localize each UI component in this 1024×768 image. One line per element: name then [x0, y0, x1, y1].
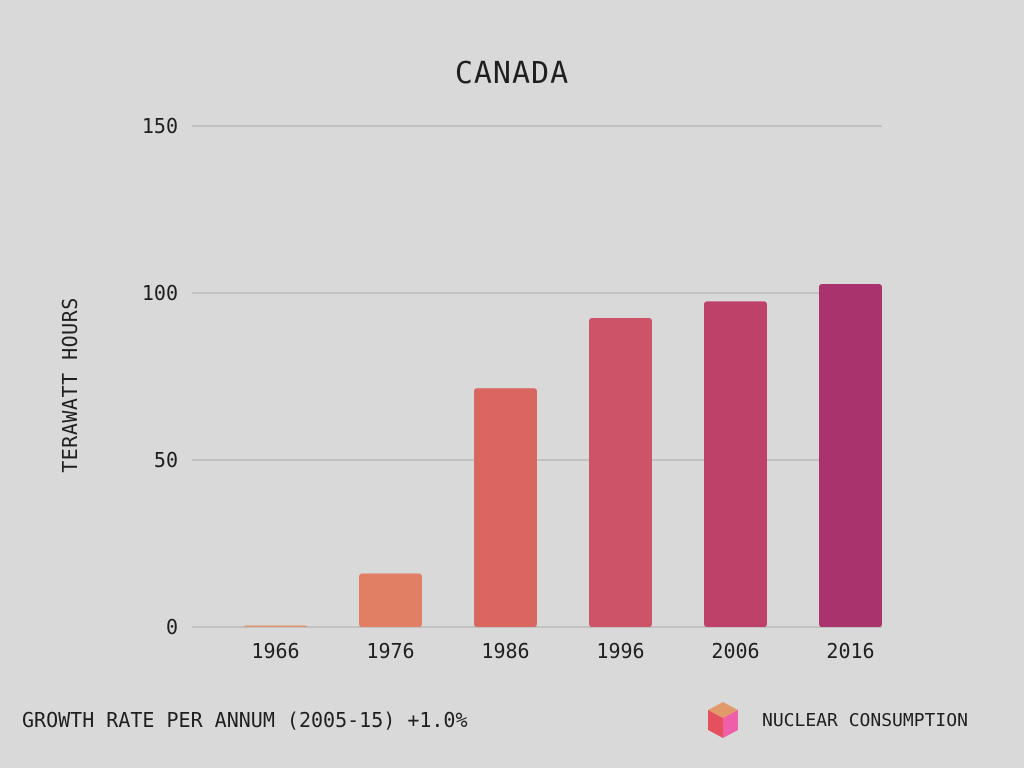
x-tick-label: 2006: [711, 639, 759, 663]
legend: NUCLEAR CONSUMPTION: [706, 700, 968, 740]
y-tick-label: 100: [142, 281, 178, 305]
x-tick-label: 1966: [251, 639, 299, 663]
x-tick-label: 2016: [826, 639, 874, 663]
legend-label: NUCLEAR CONSUMPTION: [762, 709, 968, 731]
y-tick-label: 0: [166, 615, 178, 639]
bar-chart: 0 50 100 150 1966 1976 1986 1996 2006 2016: [142, 114, 882, 663]
x-tick-label: 1986: [481, 639, 529, 663]
x-tick-label: 1976: [366, 639, 414, 663]
growth-rate-note: GROWTH RATE PER ANNUM (2005-15) +1.0%: [22, 708, 468, 732]
bar: [474, 388, 537, 627]
bar: [589, 318, 652, 627]
bar: [704, 301, 767, 627]
bar: [819, 283, 882, 627]
cube-icon: [708, 702, 738, 738]
bar: [244, 625, 307, 627]
x-tick-label: 1996: [596, 639, 644, 663]
bar: [359, 573, 422, 627]
y-tick-label: 150: [142, 114, 178, 138]
y-tick-label: 50: [154, 448, 178, 472]
chart-title: CANADA: [454, 56, 570, 91]
